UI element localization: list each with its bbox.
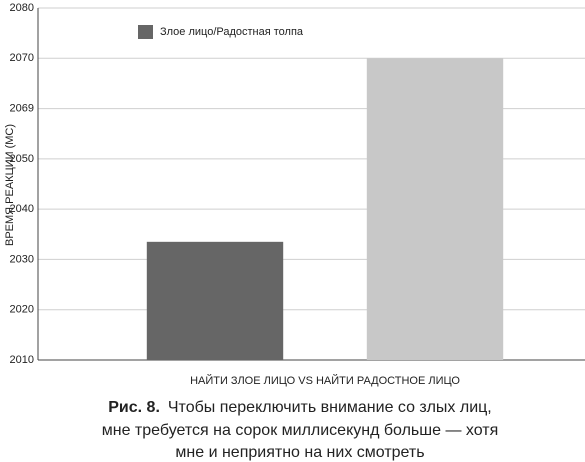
y-tick-label: 2010 (10, 354, 34, 366)
legend-label: Злое лицо/Радостная толпа (160, 26, 304, 38)
caption-label: Рис. 8. (108, 399, 160, 416)
caption: Рис. 8. Чтобы переключить внимание со злы… (108, 399, 492, 416)
caption-line: Чтобы переключить внимание со злых лиц, (168, 399, 492, 416)
caption-line: мне требуется на сорок миллисекунд больш… (102, 422, 499, 439)
legend-swatch (138, 25, 153, 39)
y-tick-label: 2069 (10, 102, 34, 114)
y-tick-label: 2030 (10, 253, 34, 265)
y-tick-label: 2020 (10, 304, 34, 316)
x-axis-label: НАЙТИ ЗЛОЕ ЛИЦО VS НАЙТИ РАДОСТНОЕ ЛИЦО (190, 374, 460, 387)
y-tick-label: 2080 (10, 2, 34, 14)
bar (146, 241, 284, 360)
y-tick-label: 2050 (10, 153, 34, 165)
y-tick-label: 2070 (10, 52, 34, 64)
caption-line: мне и неприятно на них смотреть (175, 444, 424, 461)
y-tick-label: 2040 (10, 203, 34, 215)
y-axis-label: ВРЕМЯ РЕАКЦИИ (МС) (4, 124, 16, 246)
bar (366, 58, 504, 361)
